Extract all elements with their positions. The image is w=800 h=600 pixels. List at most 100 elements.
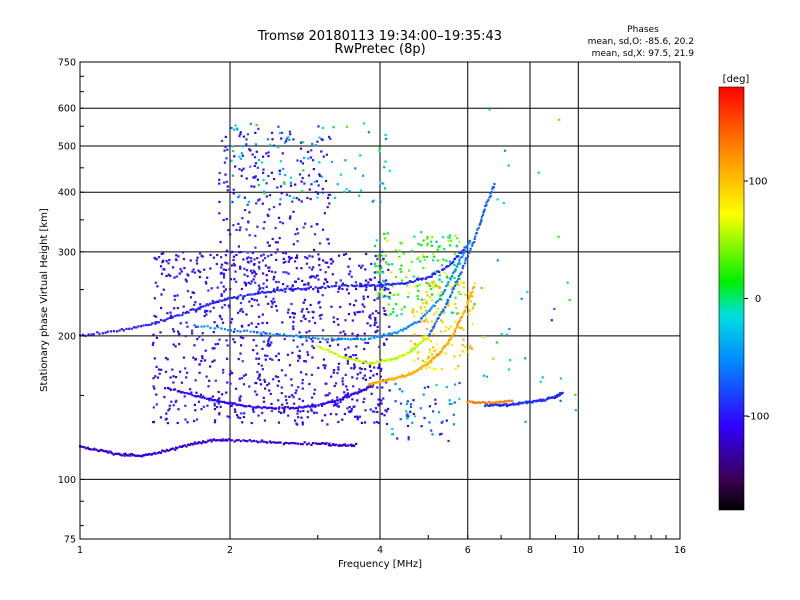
data-point <box>264 295 268 298</box>
data-point <box>271 138 274 141</box>
data-point <box>327 193 330 197</box>
data-point <box>561 391 564 394</box>
data-point <box>433 313 436 316</box>
data-point <box>354 281 357 284</box>
data-point <box>280 411 283 414</box>
data-point <box>286 285 289 288</box>
data-point <box>353 304 356 307</box>
data-point <box>375 239 378 242</box>
data-point <box>369 361 372 364</box>
data-point <box>347 346 350 349</box>
data-point <box>403 305 406 308</box>
data-point <box>232 149 235 153</box>
data-point <box>344 394 347 397</box>
data-point <box>292 243 295 246</box>
data-point <box>317 278 320 281</box>
data-point <box>360 266 363 269</box>
data-point <box>334 284 337 287</box>
data-point <box>185 310 188 314</box>
data-point <box>358 388 361 391</box>
data-point <box>323 367 326 370</box>
y-tick-label: 500 <box>58 141 76 152</box>
data-point <box>429 275 432 278</box>
data-point <box>394 331 397 334</box>
data-point <box>152 333 155 336</box>
data-point <box>263 419 267 422</box>
data-point <box>368 362 371 365</box>
data-point <box>256 178 259 181</box>
data-point <box>212 438 215 441</box>
data-point <box>236 297 239 300</box>
data-point <box>297 232 300 235</box>
data-point <box>375 321 378 324</box>
data-point <box>356 373 359 376</box>
data-point <box>377 294 380 297</box>
data-point <box>196 256 199 259</box>
data-point <box>229 288 232 291</box>
data-point <box>185 280 188 283</box>
data-point <box>363 305 366 308</box>
data-point <box>302 314 306 317</box>
data-point <box>160 252 163 255</box>
data-point <box>83 446 86 449</box>
data-point <box>386 358 389 361</box>
x-axis-label: Frequency [MHz] <box>338 559 422 570</box>
data-point <box>239 226 242 229</box>
data-point <box>126 454 129 457</box>
data-point <box>352 284 355 288</box>
data-point <box>198 371 201 374</box>
data-point <box>374 287 377 290</box>
data-point <box>448 402 452 406</box>
data-point <box>452 272 455 275</box>
data-point <box>290 302 293 306</box>
data-point <box>288 217 292 220</box>
data-point <box>360 421 363 424</box>
data-point <box>308 330 311 333</box>
data-point <box>377 366 380 370</box>
data-point <box>269 291 272 294</box>
data-point <box>256 331 259 334</box>
data-point <box>385 287 388 290</box>
data-point <box>335 281 338 284</box>
data-point <box>267 138 270 141</box>
data-point <box>431 353 434 356</box>
data-point <box>332 442 335 446</box>
data-point <box>358 310 361 314</box>
data-point <box>224 135 227 138</box>
data-point <box>448 260 451 263</box>
data-point <box>275 305 278 308</box>
data-point <box>311 396 314 399</box>
data-point <box>324 414 327 417</box>
data-point <box>179 370 182 373</box>
data-point <box>265 285 268 288</box>
data-point <box>447 439 450 443</box>
data-point <box>267 342 270 345</box>
data-point <box>438 411 441 414</box>
data-point <box>153 387 156 390</box>
data-point <box>314 442 317 445</box>
data-point <box>303 156 306 159</box>
data-point <box>238 399 241 402</box>
data-point <box>470 294 473 297</box>
data-point <box>213 301 216 304</box>
data-point <box>350 358 353 361</box>
data-point <box>427 337 430 340</box>
data-point <box>387 288 390 291</box>
data-point <box>509 403 512 406</box>
data-point <box>426 363 429 366</box>
data-point <box>265 279 269 282</box>
data-point <box>288 364 292 367</box>
data-point <box>324 348 327 351</box>
data-point <box>343 391 346 394</box>
data-point <box>220 299 224 302</box>
data-point <box>224 298 227 301</box>
data-point <box>458 381 461 385</box>
data-point <box>346 338 349 341</box>
data-point <box>375 373 378 376</box>
data-point <box>184 278 187 281</box>
data-point <box>243 267 246 270</box>
data-point <box>328 135 331 138</box>
data-point <box>421 277 424 280</box>
data-point <box>281 289 284 292</box>
data-point <box>430 429 433 432</box>
